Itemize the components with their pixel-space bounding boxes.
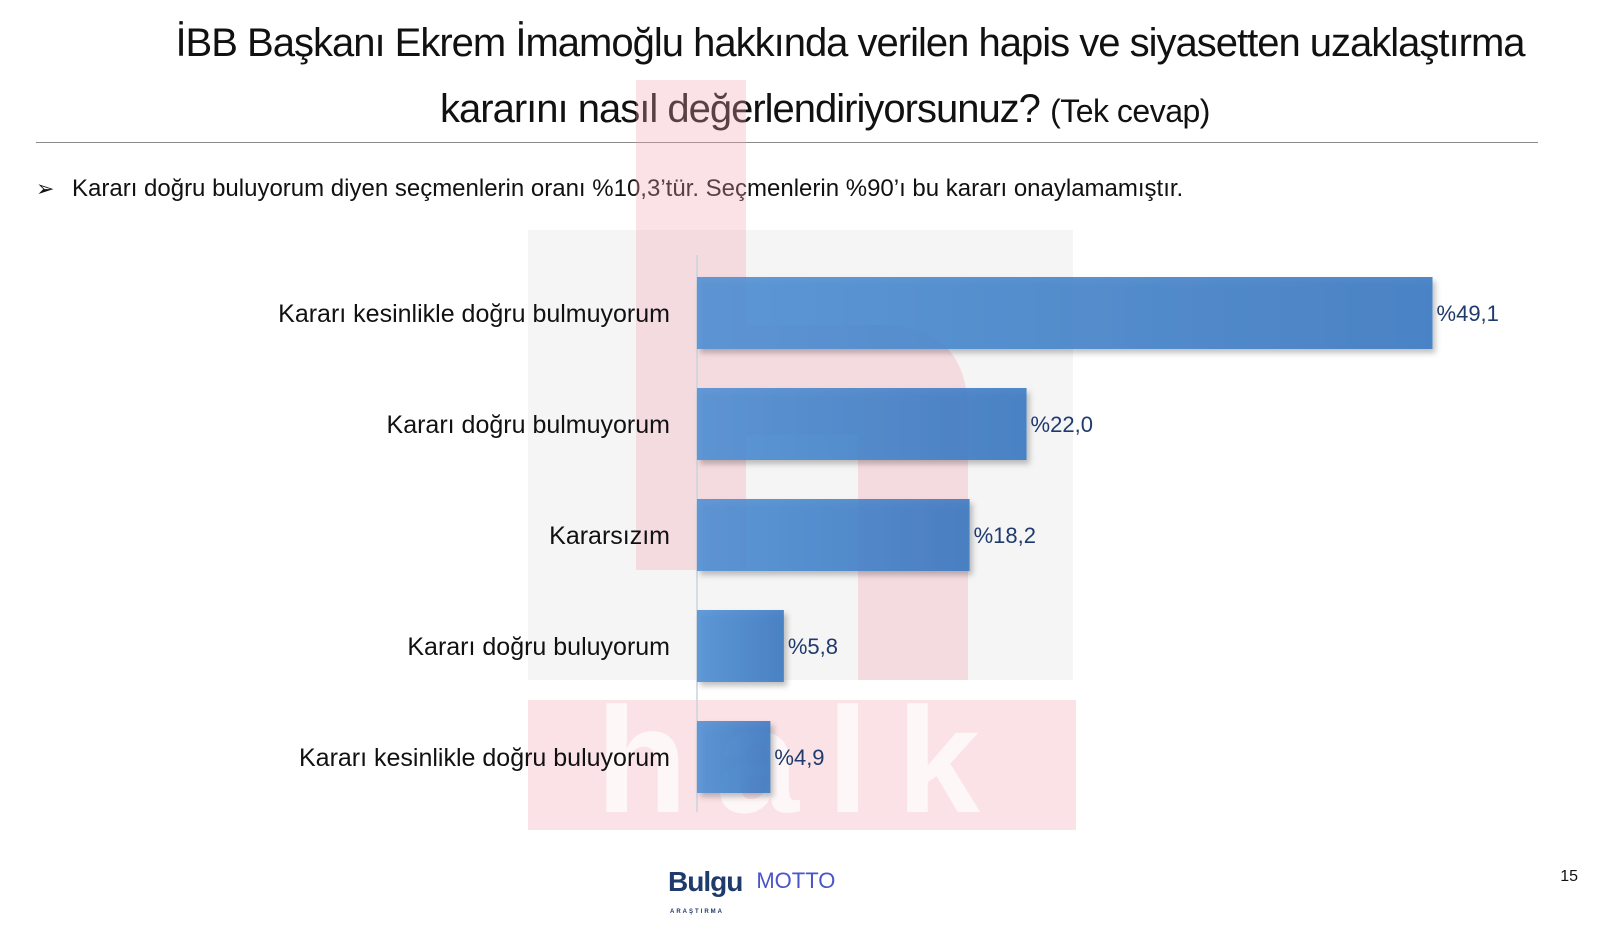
bulgu-logo: Bulgu ARAŞTIRMA [668,866,743,916]
title-divider [36,142,1538,143]
bar-4 [697,610,784,682]
bullet-arrow-icon: ➢ [36,176,55,201]
value-label-4: %5,8 [788,634,838,659]
bar-3 [697,499,970,571]
summary-text: ➢ Kararı doğru buluyorum diyen seçmenleri… [36,172,1183,206]
bulgu-logo-text: Bulgu [668,866,743,897]
bulgu-logo-subtext: ARAŞTIRMA [670,909,724,915]
value-label-2: %22,0 [1031,412,1093,437]
logo-group: Bulgu ARAŞTIRMA MOTTO [668,866,836,916]
bars-layer: Kararı kesinlikle doğru bulmuyorum %49,1 K… [278,277,1499,793]
page-title: İBB Başkanı Ekrem İmamoğlu hakkında veri… [0,10,1600,144]
bar-5 [697,721,771,793]
value-label-5: %4,9 [774,745,824,770]
category-label-1: Kararı kesinlikle doğru bulmuyorum [278,300,670,328]
motto-logo: MOTTO [756,868,836,893]
value-label-1: %49,1 [1437,301,1499,326]
category-label-4: Kararı doğru buluyorum [407,633,670,661]
category-label-2: Kararı doğru bulmuyorum [387,411,670,439]
title-note: (Tek cevap) [1050,93,1210,129]
value-label-3: %18,2 [974,523,1036,548]
bar-1 [697,277,1433,349]
page-number: 15 [1560,868,1578,885]
svg-text:halk: halk [596,676,1008,844]
watermark-halk-logo: halk [528,80,1076,844]
category-label-5: Kararı kesinlikle doğru buluyorum [299,744,670,772]
category-label-3: Kararsızım [549,522,670,550]
summary-sentence: Kararı doğru buluyorum diyen seçmenlerin… [72,175,1184,202]
title-line-1: İBB Başkanı Ekrem İmamoğlu hakkında veri… [175,21,1525,65]
title-question: kararını nasıl değerlendiriyorsunuz? [440,87,1041,131]
title-line-2: kararını nasıl değerlendiriyorsunuz? (Te… [0,76,1600,144]
bar-2 [697,388,1027,460]
